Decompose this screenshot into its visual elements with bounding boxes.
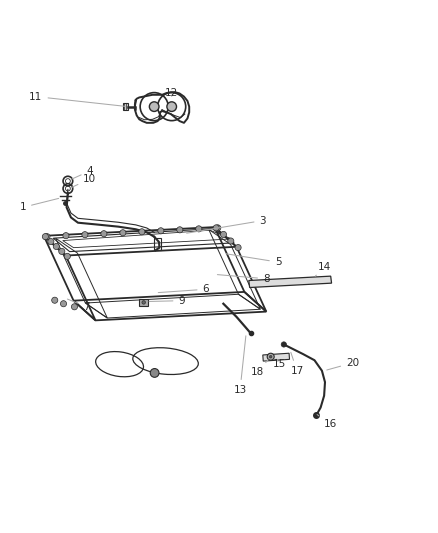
Text: 7: 7 [67, 299, 90, 312]
Circle shape [215, 225, 221, 231]
Circle shape [120, 230, 126, 236]
Circle shape [228, 238, 234, 244]
Circle shape [220, 231, 226, 238]
Circle shape [44, 233, 50, 240]
Text: 12: 12 [165, 88, 178, 99]
Text: 17: 17 [290, 352, 304, 376]
Text: 10: 10 [72, 174, 96, 188]
Text: 15: 15 [273, 359, 286, 369]
Text: 14: 14 [315, 262, 331, 276]
Circle shape [196, 226, 202, 232]
Polygon shape [263, 353, 290, 361]
Polygon shape [123, 103, 128, 110]
Circle shape [71, 304, 78, 310]
Circle shape [149, 102, 159, 111]
Polygon shape [139, 299, 148, 306]
Text: 5: 5 [226, 254, 282, 267]
Circle shape [158, 228, 164, 234]
Circle shape [267, 353, 274, 360]
Circle shape [167, 102, 177, 111]
Circle shape [64, 253, 71, 260]
Text: 16: 16 [317, 415, 337, 429]
Circle shape [60, 301, 67, 307]
Circle shape [139, 229, 145, 235]
Circle shape [269, 356, 272, 358]
Circle shape [59, 248, 65, 254]
Polygon shape [249, 276, 332, 287]
Circle shape [42, 233, 49, 240]
Circle shape [281, 342, 286, 347]
Text: 18: 18 [251, 360, 268, 377]
Circle shape [213, 225, 219, 231]
Circle shape [101, 231, 107, 237]
Circle shape [142, 301, 145, 304]
Circle shape [48, 238, 54, 245]
Text: 20: 20 [327, 358, 359, 370]
Text: 3: 3 [187, 215, 266, 233]
Circle shape [235, 245, 241, 251]
Circle shape [82, 232, 88, 238]
Text: 9: 9 [149, 296, 185, 305]
Circle shape [150, 368, 159, 377]
Circle shape [52, 297, 58, 303]
Text: 6: 6 [158, 284, 209, 294]
Circle shape [63, 232, 69, 239]
Text: 4: 4 [72, 166, 93, 179]
Text: 1: 1 [19, 198, 59, 212]
Text: 11: 11 [29, 92, 125, 106]
Text: 8: 8 [217, 274, 270, 284]
Circle shape [177, 227, 183, 233]
Text: 13: 13 [233, 336, 247, 395]
Circle shape [53, 244, 60, 249]
